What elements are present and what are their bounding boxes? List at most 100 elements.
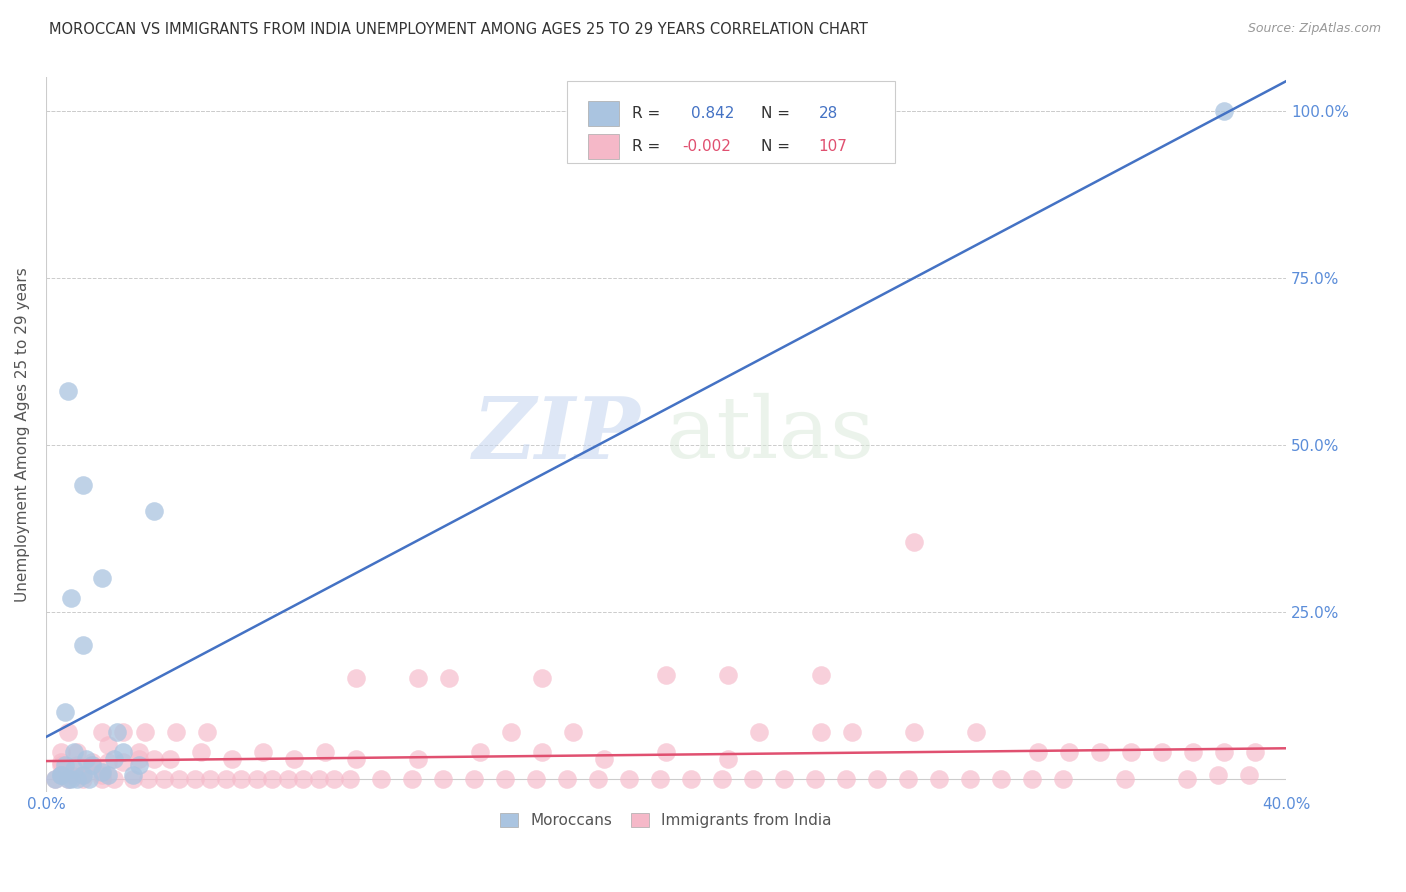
Point bbox=[72, 772, 94, 786]
Point bbox=[772, 772, 794, 786]
Point bbox=[90, 724, 112, 739]
Text: R =: R = bbox=[633, 138, 665, 153]
Text: N =: N = bbox=[762, 105, 796, 120]
Point bbox=[1119, 745, 1142, 759]
Point bbox=[1213, 745, 1236, 759]
Point bbox=[1237, 768, 1260, 782]
Bar bbox=[588, 134, 619, 159]
Point bbox=[143, 751, 166, 765]
Text: ZIP: ZIP bbox=[474, 393, 641, 476]
Point bbox=[463, 772, 485, 786]
Point bbox=[66, 772, 89, 786]
Point bbox=[75, 751, 97, 765]
Legend: Moroccans, Immigrants from India: Moroccans, Immigrants from India bbox=[494, 807, 838, 834]
Point bbox=[432, 772, 454, 786]
Point bbox=[803, 772, 825, 786]
Y-axis label: Unemployment Among Ages 25 to 29 years: Unemployment Among Ages 25 to 29 years bbox=[15, 268, 30, 602]
Point bbox=[121, 768, 143, 782]
Point bbox=[262, 772, 284, 786]
Point bbox=[1057, 745, 1080, 759]
Point bbox=[59, 772, 82, 786]
Point bbox=[82, 758, 104, 772]
Point bbox=[897, 772, 920, 786]
Point bbox=[344, 672, 367, 686]
Point bbox=[231, 772, 253, 786]
Point bbox=[121, 772, 143, 786]
Point bbox=[51, 758, 73, 772]
Point bbox=[562, 724, 585, 739]
Point bbox=[90, 571, 112, 585]
Point bbox=[1052, 772, 1074, 786]
Text: 28: 28 bbox=[818, 105, 838, 120]
Point bbox=[323, 772, 346, 786]
Point bbox=[103, 772, 125, 786]
Point bbox=[928, 772, 950, 786]
Point bbox=[835, 772, 858, 786]
Point bbox=[200, 772, 222, 786]
Point bbox=[128, 745, 150, 759]
Point bbox=[810, 724, 832, 739]
Point bbox=[655, 668, 678, 682]
Point bbox=[56, 772, 79, 786]
Point bbox=[277, 772, 299, 786]
Point bbox=[741, 772, 763, 786]
Point bbox=[59, 591, 82, 606]
Text: -0.002: -0.002 bbox=[682, 138, 731, 153]
Point bbox=[134, 724, 156, 739]
Point bbox=[72, 477, 94, 491]
Point bbox=[90, 768, 112, 782]
Point bbox=[136, 772, 159, 786]
Point bbox=[97, 755, 120, 769]
Point bbox=[152, 772, 174, 786]
Point bbox=[401, 772, 423, 786]
Point bbox=[51, 755, 73, 769]
Point bbox=[468, 745, 491, 759]
Point bbox=[866, 772, 889, 786]
Point bbox=[1244, 745, 1267, 759]
Point bbox=[72, 768, 94, 782]
Point bbox=[308, 772, 330, 786]
Point bbox=[90, 772, 112, 786]
Point bbox=[128, 758, 150, 772]
Point bbox=[44, 772, 66, 786]
Point bbox=[59, 768, 82, 782]
Point bbox=[655, 745, 678, 759]
Point bbox=[128, 751, 150, 765]
Point bbox=[112, 724, 135, 739]
Point bbox=[246, 772, 269, 786]
Point bbox=[344, 751, 367, 765]
Point bbox=[1150, 745, 1173, 759]
Point bbox=[1114, 772, 1136, 786]
Point bbox=[1026, 745, 1049, 759]
Point bbox=[63, 745, 86, 759]
Point bbox=[72, 768, 94, 782]
Point bbox=[437, 672, 460, 686]
Point bbox=[1175, 772, 1198, 786]
Point bbox=[990, 772, 1012, 786]
Point bbox=[499, 724, 522, 739]
Point bbox=[593, 751, 616, 765]
Point bbox=[1206, 768, 1229, 782]
Point bbox=[51, 768, 73, 782]
Point bbox=[184, 772, 207, 786]
Point bbox=[97, 738, 120, 752]
Point bbox=[406, 751, 429, 765]
Point bbox=[51, 768, 73, 782]
Point bbox=[169, 772, 191, 786]
Point bbox=[221, 751, 243, 765]
FancyBboxPatch shape bbox=[567, 81, 896, 163]
Point bbox=[292, 772, 315, 786]
Point bbox=[72, 638, 94, 652]
Point bbox=[53, 705, 76, 719]
Point bbox=[679, 772, 702, 786]
Point bbox=[63, 762, 86, 776]
Point bbox=[56, 724, 79, 739]
Text: Source: ZipAtlas.com: Source: ZipAtlas.com bbox=[1247, 22, 1381, 36]
Point bbox=[406, 672, 429, 686]
Point bbox=[748, 724, 770, 739]
Point bbox=[494, 772, 516, 786]
Point bbox=[51, 768, 73, 782]
Bar bbox=[588, 101, 619, 126]
Point bbox=[159, 751, 181, 765]
Point bbox=[903, 724, 925, 739]
